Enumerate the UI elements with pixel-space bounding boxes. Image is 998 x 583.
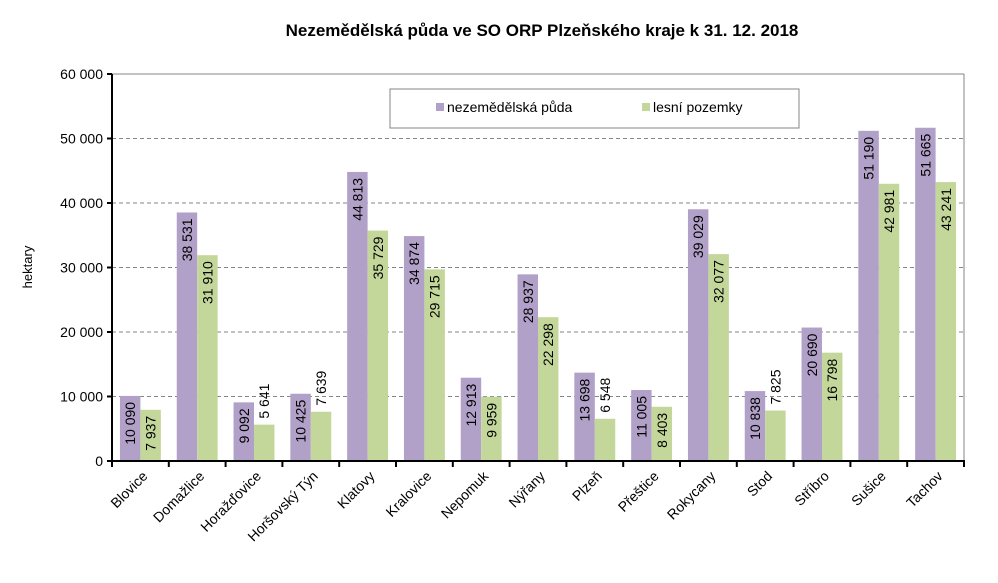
bar-nezemedelska-puda-horazdovice: [233, 402, 254, 461]
bar-nezemedelska-puda-prestice: [631, 390, 652, 461]
bar-nezemedelska-puda-kralovice: [403, 236, 425, 461]
x-tick-label-prestice: Přeštice: [615, 468, 662, 515]
data-label-lesni-pozemky-stribro: 16 798: [824, 358, 840, 401]
data-label-lesni-pozemky-nepomuk: 9 959: [483, 403, 499, 438]
x-tick-label-nepomuk: Nepomuk: [438, 467, 492, 521]
x-tick-label-stod: Stod: [744, 468, 776, 500]
data-label-nezemedelska-puda-domazlice: 38 531: [179, 218, 195, 261]
bar-lesni-pozemky-klatovy: [367, 230, 389, 461]
x-tick-label-tachov: Tachov: [903, 468, 946, 511]
x-tick-label-rokycany: Rokycany: [664, 468, 719, 523]
legend-swatch-nezemedelska-puda: [436, 103, 444, 111]
data-label-lesni-pozemky-rokycany: 32 077: [711, 260, 727, 303]
data-label-lesni-pozemky-klatovy: 35 729: [370, 236, 386, 279]
bar-lesni-pozemky-blovice: [140, 409, 161, 461]
data-label-nezemedelska-puda-susice: 51 190: [861, 137, 877, 180]
data-label-nezemedelska-puda-nepomuk: 12 913: [463, 384, 479, 427]
axes: [107, 73, 965, 467]
bar-lesni-pozemky-horsovsky-tyn: [310, 411, 332, 461]
data-label-lesni-pozemky-stod: 7 825: [767, 369, 783, 404]
x-tick-label-nyrany: Nýřany: [505, 468, 548, 511]
data-label-nezemedelska-puda-klatovy: 44 813: [349, 178, 365, 221]
x-tick-label-klatovy: Klatovy: [334, 468, 378, 512]
bar-lesni-pozemky-tachov: [935, 182, 957, 461]
y-tick-label: 0: [95, 453, 103, 469]
bar-lesni-pozemky-nepomuk: [481, 396, 502, 461]
y-tick-label: 40 000: [60, 195, 103, 211]
bar-lesni-pozemky-rokycany: [708, 254, 729, 461]
bar-nezemedelska-puda-plzen: [574, 372, 595, 461]
bar-lesni-pozemky-plzen: [594, 418, 616, 461]
bars: [119, 127, 957, 462]
y-axis-label: hektary: [20, 245, 35, 288]
x-tick-label-susice: Sušice: [848, 468, 889, 509]
bar-nezemedelska-puda-stod: [744, 391, 766, 461]
bar-lesni-pozemky-nyrany: [538, 317, 559, 461]
data-label-nezemedelska-puda-kralovice: 34 874: [406, 242, 422, 285]
bar-nezemedelska-puda-blovice: [119, 395, 141, 461]
bar-nezemedelska-puda-klatovy: [347, 171, 368, 461]
y-tick-label: 60 000: [60, 66, 103, 82]
data-label-nezemedelska-puda-rokycany: 39 029: [690, 215, 706, 258]
legend-label-nezemedelska-puda: nezemědělská půda: [447, 99, 573, 115]
data-label-lesni-pozemky-prestice: 8 403: [654, 413, 670, 448]
data-label-nezemedelska-puda-horsovsky-tyn: 10 425: [293, 400, 309, 443]
data-label-lesni-pozemky-domazlice: 31 910: [199, 261, 215, 304]
data-label-lesni-pozemky-horsovsky-tyn: 7 639: [313, 370, 329, 405]
data-label-lesni-pozemky-susice: 42 981: [881, 190, 897, 233]
data-label-nezemedelska-puda-plzen: 13 698: [577, 378, 593, 421]
data-label-nezemedelska-puda-stod: 10 838: [747, 397, 763, 440]
y-tick-label: 20 000: [60, 324, 103, 340]
data-label-lesni-pozemky-kralovice: 29 715: [427, 275, 443, 318]
bar-nezemedelska-puda-domazlice: [176, 212, 198, 461]
x-tick-label-plzen: Plzeň: [569, 468, 605, 504]
bar-lesni-pozemky-susice: [878, 183, 900, 461]
data-label-nezemedelska-puda-nyrany: 28 937: [520, 280, 536, 323]
data-label-lesni-pozemky-blovice: 7 937: [143, 416, 159, 451]
y-tick-label: 30 000: [60, 260, 103, 276]
data-label-nezemedelska-puda-blovice: 10 090: [122, 402, 138, 445]
y-tick-label: 10 000: [60, 389, 103, 405]
bar-lesni-pozemky-domazlice: [197, 255, 218, 461]
bar-nezemedelska-puda-susice: [858, 130, 879, 461]
legend-label-lesni-pozemky: lesní pozemky: [653, 99, 742, 115]
y-tick-labels: 0 10 000 20 000 30 000 40 000 50 000 60 000: [60, 66, 103, 469]
bar-nezemedelska-puda-stribro: [801, 327, 822, 461]
data-label-lesni-pozemky-horazdovice: 5 641: [256, 383, 272, 418]
bar-nezemedelska-puda-nyrany: [517, 274, 538, 461]
legend-box: [389, 88, 800, 129]
bar-nezemedelska-puda-horsovsky-tyn: [290, 393, 311, 461]
legend: nezemědělská půda lesní pozemky: [389, 88, 800, 129]
data-label-lesni-pozemky-plzen: 6 548: [597, 378, 613, 413]
data-label-nezemedelska-puda-stribro: 20 690: [804, 333, 820, 376]
x-tick-label-kralovice: Kralovice: [382, 468, 434, 520]
data-label-lesni-pozemky-tachov: 43 241: [938, 188, 954, 231]
bar-lesni-pozemky-prestice: [651, 406, 673, 461]
bar-lesni-pozemky-stod: [765, 410, 786, 461]
chart-title: Nezemědělská půda ve SO ORP Plzeňského k…: [286, 21, 799, 40]
bar-nezemedelska-puda-rokycany: [687, 209, 709, 461]
data-label-lesni-pozemky-nyrany: 22 298: [540, 323, 556, 366]
bar-lesni-pozemky-stribro: [822, 352, 843, 461]
x-tick-label-domazlice: Domažlice: [150, 468, 208, 526]
data-label-nezemedelska-puda-tachov: 51 665: [917, 134, 933, 177]
data-label-nezemedelska-puda-horazdovice: 9 092: [236, 408, 252, 443]
bar-lesni-pozemky-kralovice: [424, 269, 445, 461]
bar-lesni-pozemky-horazdovice: [254, 424, 275, 461]
data-label-nezemedelska-puda-prestice: 11 005: [633, 396, 649, 438]
legend-swatch-lesni-pozemky: [642, 103, 650, 111]
x-tick-label-stribro: Stříbro: [791, 468, 832, 509]
x-tick-label-blovice: Blovice: [107, 468, 150, 511]
bar-nezemedelska-puda-nepomuk: [460, 377, 482, 461]
y-tick-label: 50 000: [60, 131, 103, 147]
bar-nezemedelska-puda-tachov: [915, 127, 936, 462]
